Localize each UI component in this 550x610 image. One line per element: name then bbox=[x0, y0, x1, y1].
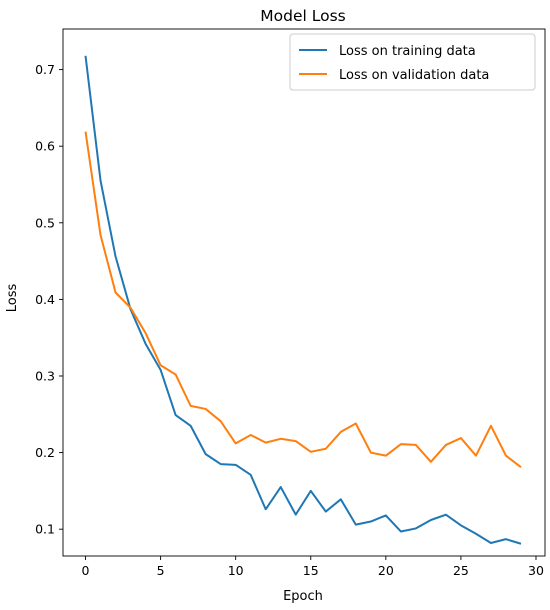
legend: Loss on training data Loss on validation… bbox=[289, 33, 536, 91]
y-axis: 0.1 0.2 0.3 0.4 0.5 0.6 0.7 bbox=[35, 62, 63, 537]
x-tick-label: 0 bbox=[82, 563, 90, 578]
plot-area: 0 5 10 15 20 25 30 0.1 0.2 0.3 0.4 0.5 0.6 0.7 bbox=[35, 28, 546, 578]
y-tick-label: 0.1 bbox=[35, 522, 55, 537]
y-tick-label: 0.2 bbox=[35, 445, 55, 460]
y-tick-label: 0.5 bbox=[35, 215, 55, 230]
axes-frame bbox=[62, 28, 546, 557]
y-tick-label: 0.6 bbox=[35, 139, 55, 154]
x-axis-label: Epoch bbox=[283, 589, 323, 604]
series-line-validation bbox=[84, 131, 522, 468]
legend-label-training: Loss on training data bbox=[339, 44, 476, 59]
legend-label-validation: Loss on validation data bbox=[339, 68, 489, 83]
x-tick-label: 10 bbox=[228, 563, 244, 578]
x-tick-label: 5 bbox=[157, 563, 165, 578]
series-line-training bbox=[84, 55, 522, 545]
y-axis-label: Loss bbox=[5, 284, 20, 313]
x-tick-label: 30 bbox=[528, 563, 544, 578]
x-tick-label: 20 bbox=[378, 563, 394, 578]
series-layer bbox=[84, 55, 522, 545]
y-tick-label: 0.3 bbox=[35, 368, 55, 383]
x-axis: 0 5 10 15 20 25 30 bbox=[82, 556, 544, 578]
y-tick-label: 0.4 bbox=[35, 292, 55, 307]
y-tick-label: 0.7 bbox=[35, 62, 55, 77]
chart-title: Model Loss bbox=[260, 7, 345, 25]
x-tick-label: 15 bbox=[303, 563, 319, 578]
legend-box bbox=[289, 33, 536, 91]
x-tick-label: 25 bbox=[453, 563, 469, 578]
